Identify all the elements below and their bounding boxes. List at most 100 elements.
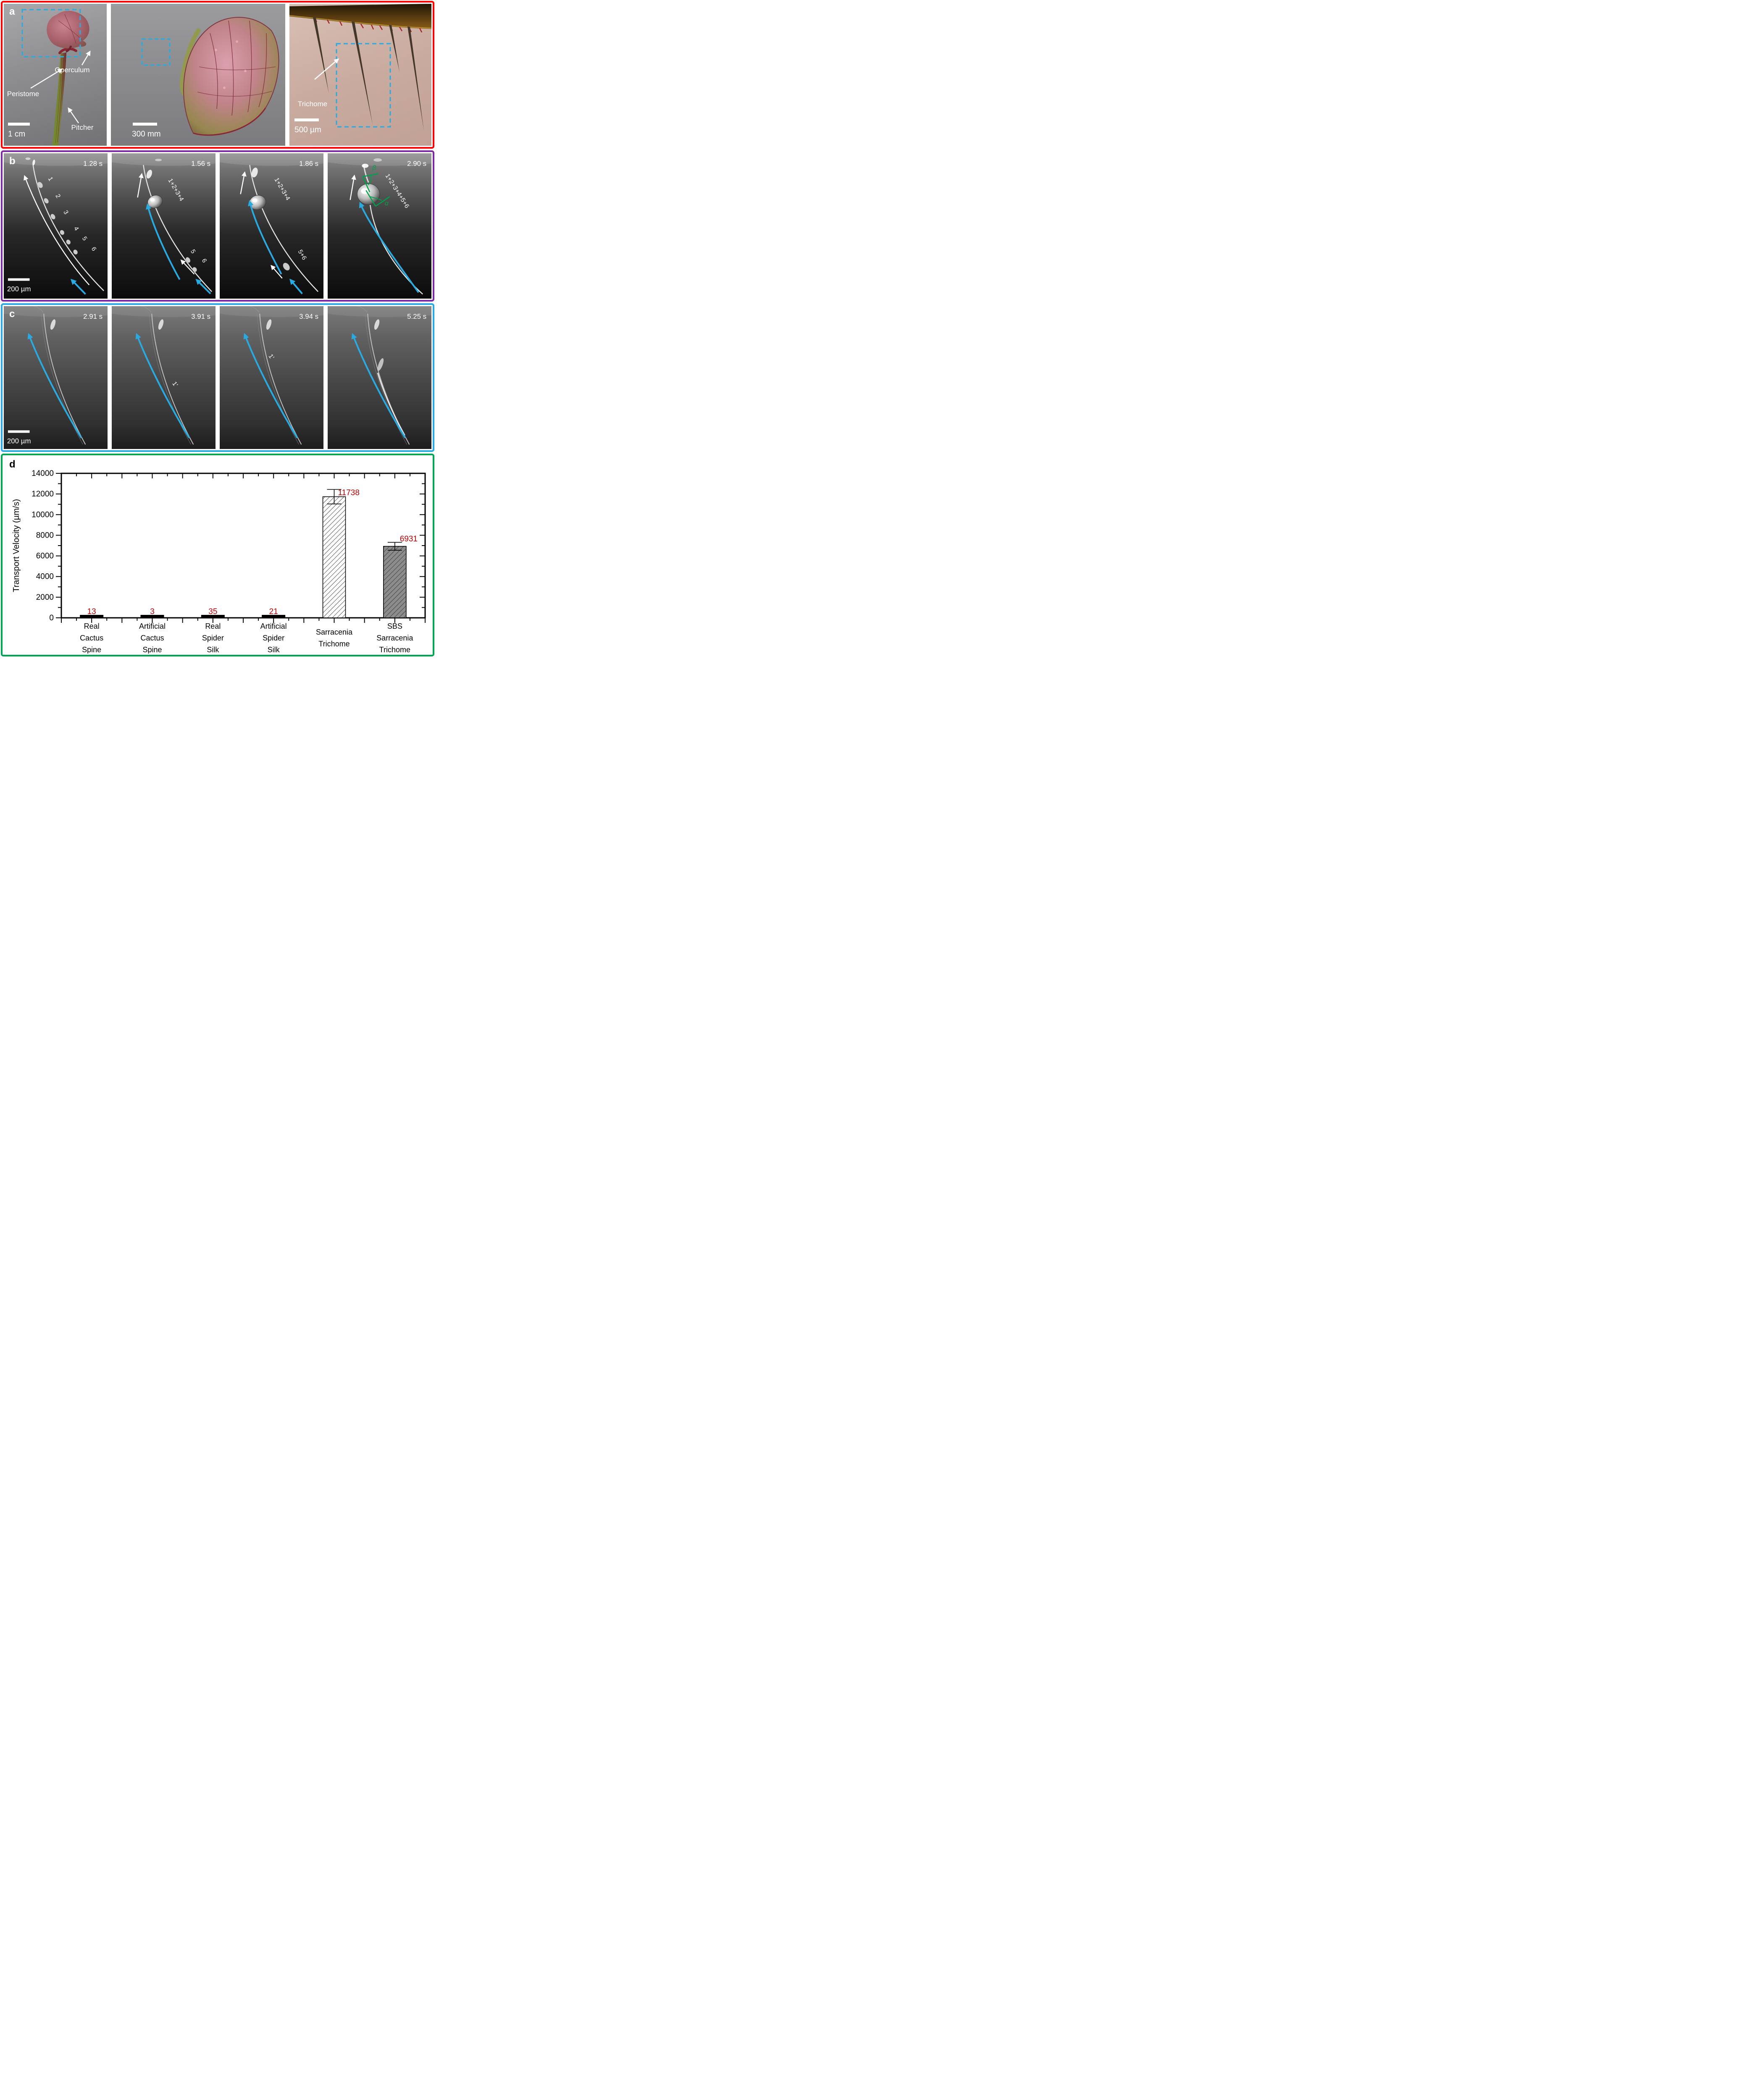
blue-transport-arrow [135, 333, 190, 438]
panel-c: c 2.91 s 200 µm 1' 3.91 s 1' 3.94 s 5.25 s [1, 303, 434, 452]
trichome-highlight [143, 165, 212, 292]
white-direction-arrow [137, 173, 144, 198]
timestamp: 3.94 s [299, 312, 318, 320]
droplet-specular [150, 198, 155, 202]
hood-vein [199, 66, 276, 71]
plot-frame [60, 472, 426, 619]
blue-transport-arrow [145, 203, 181, 280]
trichome-arrow [314, 58, 339, 80]
leaf-edge-highlight [289, 15, 431, 29]
transport-velocity-bar-chart: 0 2000 4000 6000 8000 10000 12000 14000 Transpor… [12, 469, 426, 654]
category-label-line: Cactus [140, 634, 164, 642]
droplet-transport-frame-art: 1+2+3+4 5+6 1.86 s [220, 153, 323, 294]
droplet-transport-frame-art: 1+2+3+4 56 1.56 s [112, 153, 216, 294]
hood-dot [244, 70, 247, 72]
category-label-line: Real [84, 622, 100, 630]
droplet [66, 239, 71, 245]
trichome [259, 313, 302, 445]
panel-c-frame-4: 5.25 s [328, 306, 431, 449]
angle-arm [375, 196, 390, 207]
hood-stem [179, 28, 201, 97]
panel-a: a [1, 1, 434, 149]
trichome-base-fork [141, 306, 152, 313]
droplet-number-label: 5 [81, 236, 88, 242]
timestamp: 1.86 s [299, 160, 318, 168]
trichome [32, 164, 104, 291]
bright-spot [251, 168, 258, 178]
panel-b-frame-3: 1+2+3+4 5+6 1.86 s [220, 153, 323, 299]
beta-angle-label: β [372, 165, 376, 172]
trichome-highlight [32, 164, 104, 291]
bar-1 [80, 615, 104, 618]
bright-spot [373, 158, 382, 162]
rim-glow [220, 153, 323, 166]
timestamp: 3.91 s [191, 312, 210, 320]
peristome-label: Peristome [7, 90, 39, 98]
trichome-shadow [365, 313, 407, 445]
y-axis-title: Transport Velocity (µm/s) [12, 499, 21, 592]
bright-spot [374, 319, 380, 330]
white-direction-arrow [180, 259, 195, 275]
trichome [369, 205, 423, 295]
angle-arm [362, 176, 371, 192]
droplet-specular [252, 198, 258, 202]
bar-3 [201, 615, 225, 618]
rim-glow [328, 306, 431, 317]
angle-arc [368, 175, 372, 186]
operculum-closeup-photo: 300 mm [111, 4, 285, 146]
panel-b-frame-1: 1 2 3 4 5 6 1.28 s 200 µm [4, 153, 108, 299]
operculum-closeup-art: 300 mm [132, 17, 279, 139]
y-tick-label: 10000 [32, 510, 54, 519]
droplet-transport-frame-art: βα1+2+3+4+5+62.90 s [328, 153, 431, 295]
bright-spot [25, 157, 31, 160]
scale-bar-label: 200 µm [7, 285, 31, 293]
droplet-number-label: 1+2+3+4 [273, 177, 291, 202]
bar-2 [140, 615, 164, 618]
category-label-line: Artificial [260, 622, 287, 630]
droplet-specular [361, 188, 368, 194]
trichome-shadow [257, 313, 299, 445]
pitcher-art: Operculum Peristome Pitcher 1 cm [7, 9, 94, 146]
timestamp: 1.56 s [191, 160, 210, 168]
trichome-base-fork [249, 306, 260, 313]
panel-d-label: d [9, 459, 16, 470]
dashed-roi-box [141, 38, 171, 66]
droplet-number-label: 2 [54, 193, 61, 200]
scale-bar [8, 123, 30, 126]
trichome-shadow [41, 313, 83, 445]
dashed-roi-box [21, 9, 81, 58]
residual-droplet [377, 358, 384, 371]
y-tick-label: 12000 [32, 490, 54, 499]
trichome-highlight [370, 205, 423, 294]
y-tick-label: 4000 [36, 572, 54, 581]
category-label-line: Silk [207, 646, 219, 654]
blue-transport-arrow [195, 278, 211, 294]
hood-frill [193, 108, 266, 136]
hood-dot [223, 87, 226, 89]
blue-transport-arrow [243, 333, 298, 438]
bar-value-label: 21 [269, 607, 278, 616]
trichome-microscope-photo: Trichome 500 µm [289, 4, 431, 146]
droplet [283, 262, 290, 271]
bright-spot [146, 170, 152, 179]
peristome-lip [58, 47, 77, 54]
category-label-line: Real [205, 622, 221, 630]
trichome [249, 165, 319, 292]
droplet [73, 249, 78, 255]
white-direction-arrow [350, 174, 356, 200]
trichome-highlight [249, 165, 318, 292]
droplet [192, 267, 197, 272]
category-label-line: Spine [142, 646, 162, 654]
category-label-line: Spine [82, 646, 101, 654]
trichome [143, 165, 212, 292]
alpha-angle-label: α [385, 200, 389, 207]
pitcher-vein [57, 56, 64, 143]
empty-trichome-frame-art: 2.91 s 200 µm [4, 306, 108, 445]
y-tick-label: 2000 [36, 593, 54, 602]
droplet-number-label: 5+6 [297, 249, 308, 261]
bar-value-label: 6931 [400, 535, 418, 543]
category-label-line: Sarracenia [376, 634, 413, 642]
bright-spot [32, 159, 35, 165]
blue-transport-arrow [248, 200, 282, 275]
white-direction-arrow [24, 175, 90, 286]
